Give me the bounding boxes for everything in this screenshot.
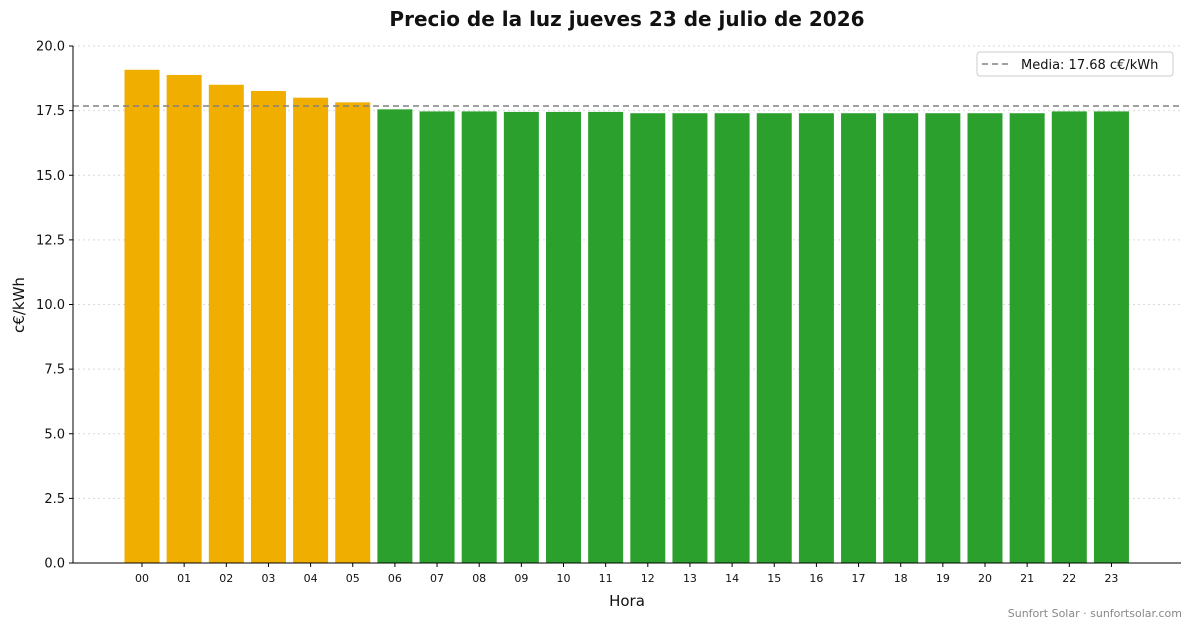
bar-23 xyxy=(1093,111,1129,563)
x-tick-label: 03 xyxy=(261,572,275,585)
bar-12 xyxy=(630,113,666,564)
legend-label: Media: 17.68 c€/kWh xyxy=(1021,58,1158,73)
y-tick-label: 17.5 xyxy=(36,104,65,119)
bar-18 xyxy=(883,113,919,564)
credit-text: Sunfort Solar · sunfortsolar.com xyxy=(1008,607,1182,620)
x-tick-label: 01 xyxy=(177,572,191,585)
bar-07 xyxy=(419,111,455,563)
bar-02 xyxy=(208,84,244,564)
bar-16 xyxy=(798,113,834,564)
bar-00 xyxy=(124,69,160,564)
x-axis-label: Hora xyxy=(609,592,645,610)
x-tick-label: 15 xyxy=(767,572,781,585)
bar-14 xyxy=(714,113,750,564)
bar-06 xyxy=(377,109,413,564)
y-ticks: 0.0 2.5 5.0 7.5 10.0 12.5 15.0 17.5 20.0 xyxy=(36,40,73,572)
bar-08 xyxy=(461,111,497,563)
y-tick-label: 2.5 xyxy=(44,492,65,507)
y-tick-label: 7.5 xyxy=(44,363,65,378)
x-tick-label: 07 xyxy=(430,572,444,585)
y-tick-label: 0.0 xyxy=(44,557,65,572)
y-tick-label: 15.0 xyxy=(36,169,65,184)
x-tick-label: 19 xyxy=(936,572,950,585)
y-tick-label: 20.0 xyxy=(36,40,65,55)
x-tick-label: 11 xyxy=(599,572,613,585)
y-tick-label: 12.5 xyxy=(36,233,65,248)
x-tick-label: 12 xyxy=(641,572,655,585)
bar-22 xyxy=(1051,111,1087,563)
bar-04 xyxy=(293,97,329,563)
bar-10 xyxy=(546,111,581,563)
x-tick-label: 20 xyxy=(978,572,992,585)
x-tick-label: 05 xyxy=(346,572,360,585)
bar-11 xyxy=(588,111,624,563)
x-tick-label: 22 xyxy=(1062,572,1076,585)
y-tick-label: 10.0 xyxy=(36,298,65,313)
x-tick-label: 09 xyxy=(514,572,528,585)
bar-15 xyxy=(756,113,792,564)
x-tick-label: 13 xyxy=(683,572,697,585)
x-tick-label: 10 xyxy=(557,572,571,585)
bar-05 xyxy=(335,102,371,563)
bar-17 xyxy=(841,113,877,564)
x-tick-label: 17 xyxy=(852,572,866,585)
x-tick-label: 08 xyxy=(472,572,486,585)
y-axis-label: c€/kWh xyxy=(10,277,28,333)
x-tick-label: 14 xyxy=(725,572,739,585)
x-tick-label: 02 xyxy=(219,572,233,585)
bar-03 xyxy=(250,90,286,563)
bar-20 xyxy=(967,113,1003,564)
bars-group xyxy=(124,69,1129,564)
x-tick-label: 23 xyxy=(1104,572,1118,585)
legend: Media: 17.68 c€/kWh xyxy=(976,51,1174,77)
x-tick-label: 04 xyxy=(304,572,318,585)
bar-13 xyxy=(672,113,708,564)
bar-01 xyxy=(166,74,202,564)
chart-title: Precio de la luz jueves 23 de julio de 2… xyxy=(389,7,864,31)
x-tick-label: 21 xyxy=(1020,572,1034,585)
x-tick-label: 18 xyxy=(894,572,908,585)
x-tick-label: 16 xyxy=(809,572,823,585)
x-ticks: 00 01 02 03 04 05 06 07 08 09 10 11 12 13 14 15 16 17 18 19… xyxy=(135,563,1118,585)
bar-21 xyxy=(1009,113,1045,564)
bar-19 xyxy=(925,113,961,564)
bar-09 xyxy=(503,111,539,563)
x-tick-label: 00 xyxy=(135,572,149,585)
legend-box xyxy=(976,51,1174,77)
y-tick-label: 5.0 xyxy=(44,427,65,442)
x-tick-label: 06 xyxy=(388,572,402,585)
